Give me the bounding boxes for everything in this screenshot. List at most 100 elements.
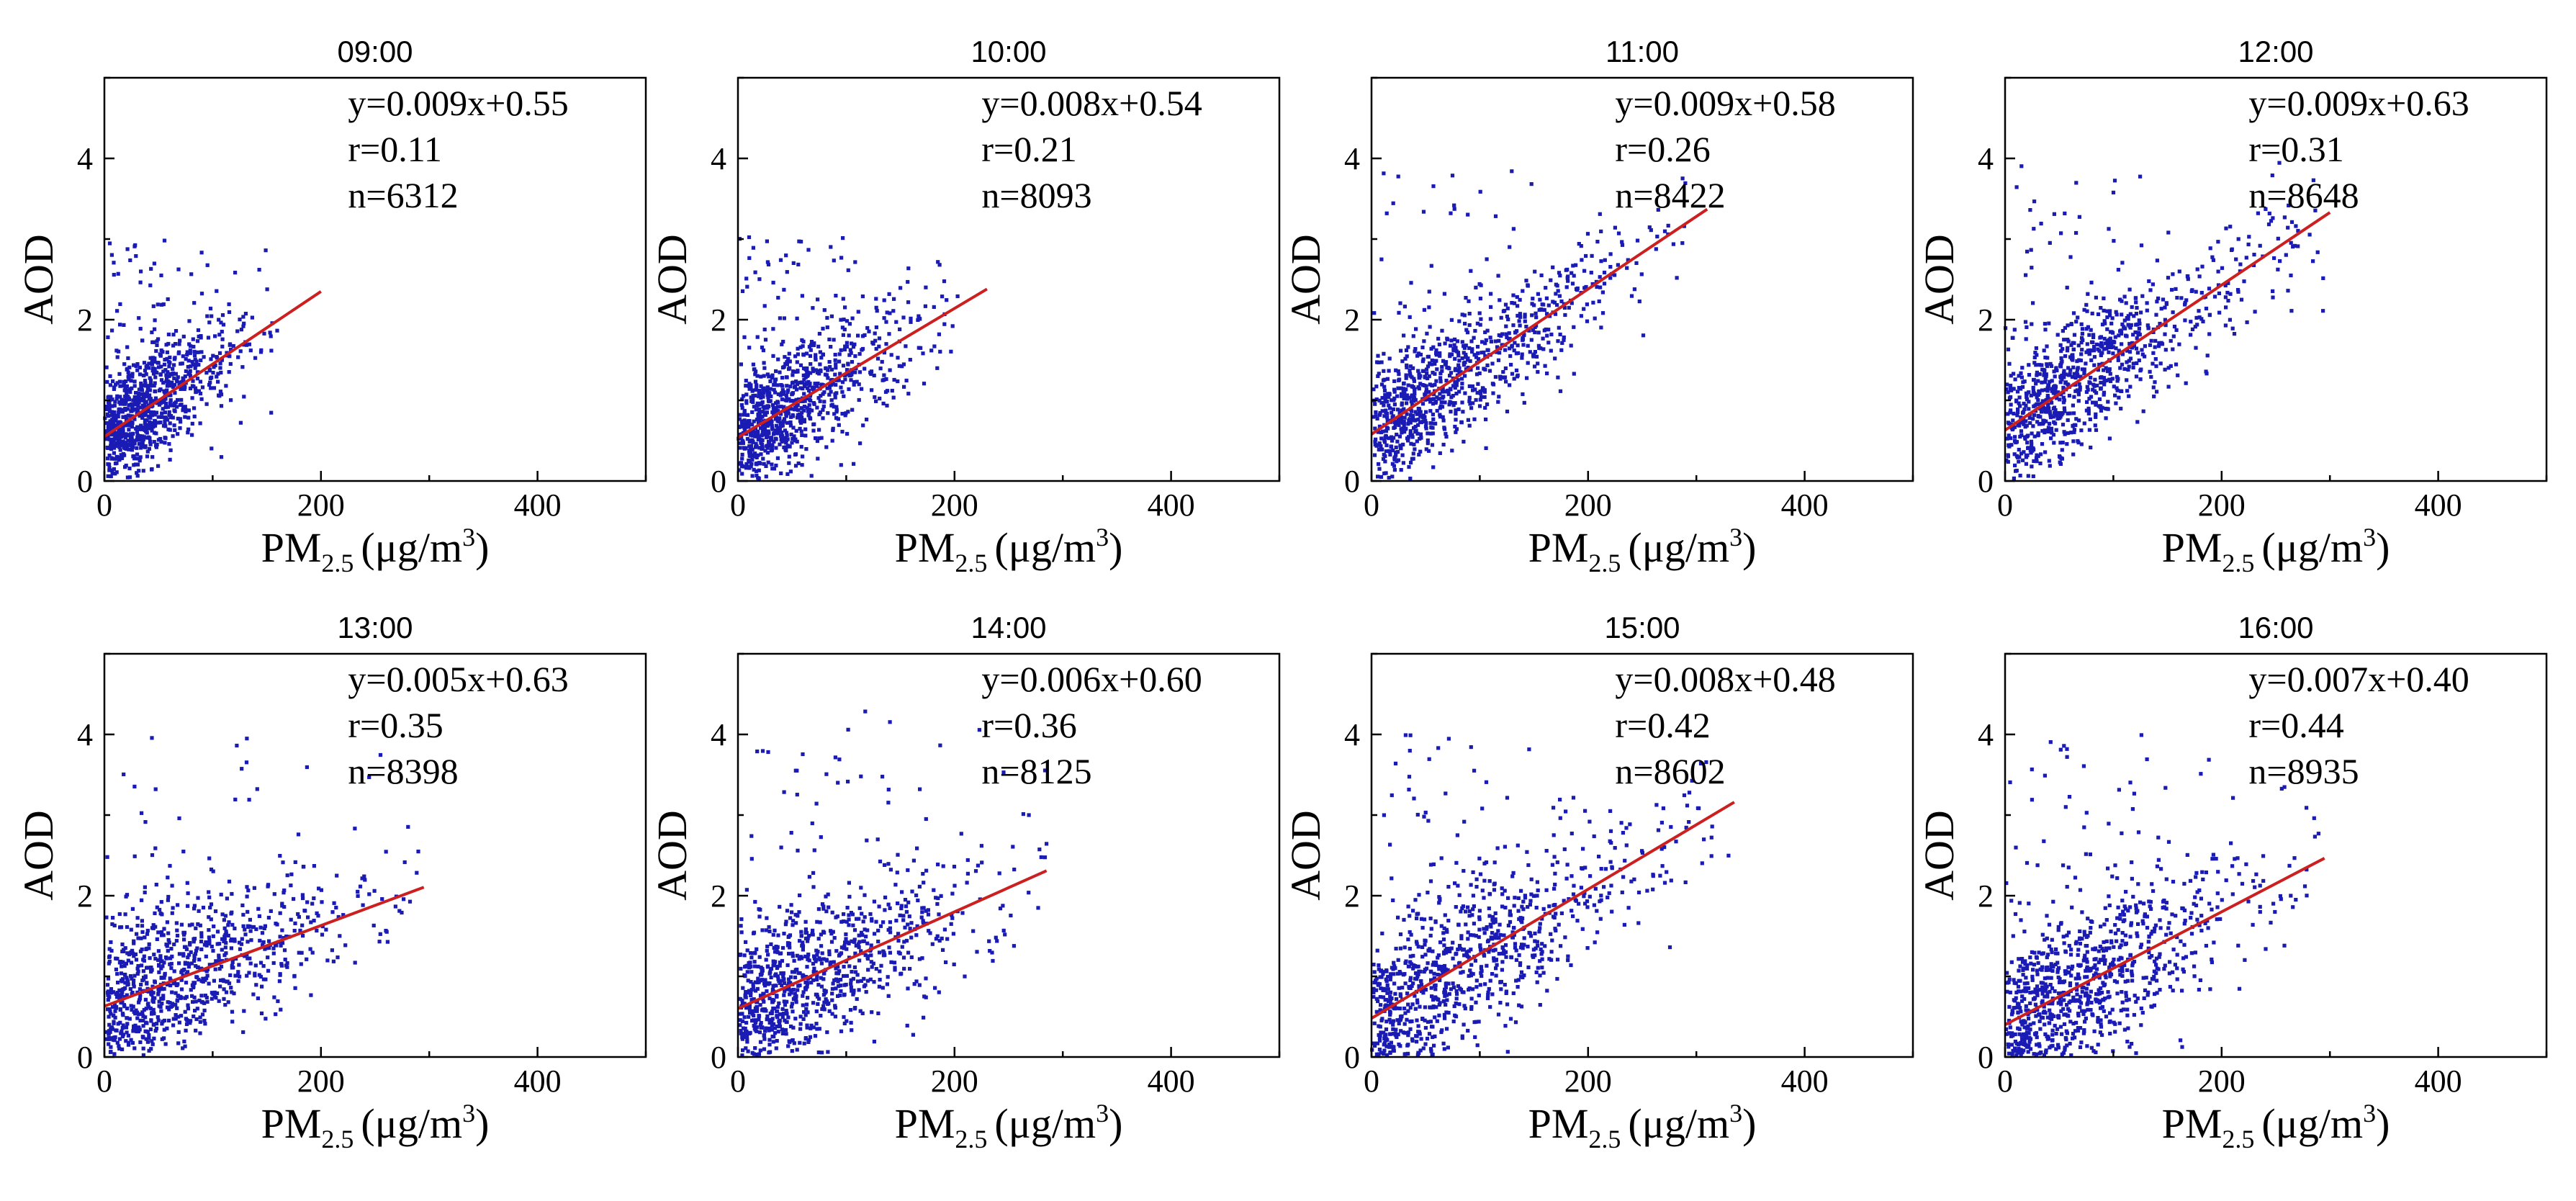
data-point — [1556, 339, 1560, 343]
data-point — [131, 981, 136, 986]
data-point — [2169, 364, 2173, 368]
data-point — [205, 314, 210, 318]
data-point — [739, 462, 743, 466]
data-point — [818, 399, 822, 403]
data-point — [210, 446, 214, 451]
data-point — [2171, 272, 2175, 276]
data-point — [1377, 360, 1381, 364]
data-point — [771, 412, 776, 416]
data-point — [1463, 374, 1467, 378]
data-point — [215, 374, 219, 379]
data-point — [1632, 287, 1636, 292]
data-point — [1430, 443, 1435, 447]
data-point — [2014, 398, 2019, 402]
data-point — [140, 1035, 145, 1039]
data-point — [2062, 430, 2066, 434]
data-point — [1521, 338, 1525, 342]
data-point — [126, 413, 130, 418]
data-point — [1639, 272, 1644, 276]
data-point — [789, 1024, 793, 1029]
data-point — [301, 865, 305, 869]
data-point — [2090, 311, 2094, 315]
data-point — [829, 398, 834, 402]
data-point — [906, 900, 911, 904]
data-point — [760, 423, 765, 428]
data-point — [188, 348, 192, 353]
data-point — [155, 1022, 159, 1026]
data-point — [174, 991, 178, 995]
data-point — [785, 909, 790, 913]
data-point — [1444, 434, 1449, 439]
data-point — [2022, 401, 2026, 406]
data-point — [264, 946, 269, 950]
data-point — [184, 945, 188, 949]
data-point — [248, 917, 252, 922]
data-point — [757, 410, 762, 415]
data-point — [1566, 279, 1570, 283]
data-point — [164, 956, 168, 961]
x-axis-label-unit: (μg/m — [361, 524, 462, 571]
data-point — [1405, 365, 1409, 369]
data-point — [2207, 313, 2212, 318]
data-point — [1377, 424, 1382, 428]
data-point — [1556, 289, 1560, 293]
data-point — [184, 357, 188, 361]
data-point — [1545, 333, 1549, 338]
data-point — [135, 368, 140, 372]
data-point — [2097, 404, 2101, 408]
data-point — [793, 438, 798, 442]
data-point — [231, 343, 235, 348]
data-point — [207, 935, 211, 940]
data-point — [1392, 402, 1397, 407]
data-point — [807, 934, 811, 938]
data-point — [107, 425, 111, 429]
data-point — [749, 386, 753, 391]
data-point — [155, 442, 159, 446]
data-point — [870, 965, 874, 969]
data-point — [738, 446, 742, 450]
data-point — [2115, 374, 2120, 379]
data-point — [1382, 388, 1387, 392]
data-point — [773, 401, 778, 405]
data-point — [772, 467, 777, 471]
data-point — [2217, 310, 2222, 315]
data-point — [942, 322, 947, 326]
data-point — [1382, 384, 1387, 389]
data-point — [2212, 294, 2217, 299]
data-point — [2066, 418, 2070, 423]
data-point — [117, 436, 122, 441]
data-point — [1451, 384, 1456, 388]
data-point — [2060, 374, 2064, 379]
data-point — [952, 962, 956, 966]
data-point — [801, 1003, 805, 1007]
data-point — [1449, 410, 1453, 414]
data-point — [165, 1026, 169, 1030]
data-point — [138, 326, 143, 331]
data-point — [759, 426, 763, 431]
data-point — [778, 951, 782, 955]
data-point — [148, 381, 153, 386]
data-point — [1435, 395, 1439, 400]
data-point — [211, 371, 215, 375]
data-point — [228, 973, 233, 977]
data-point — [849, 351, 853, 355]
data-point — [750, 447, 755, 451]
data-point — [1513, 330, 1518, 335]
data-point — [107, 955, 112, 959]
x-tick-label: 400 — [2415, 487, 2462, 523]
data-point — [2246, 242, 2251, 247]
data-point — [773, 973, 778, 978]
data-point — [215, 355, 219, 359]
data-point — [198, 421, 202, 426]
data-point — [1505, 314, 1509, 319]
data-point — [2235, 288, 2241, 292]
data-point — [269, 334, 273, 338]
data-point — [298, 928, 302, 932]
data-point — [189, 1019, 193, 1023]
data-point — [1595, 240, 1600, 244]
data-point — [2131, 365, 2135, 370]
data-point — [2228, 292, 2233, 296]
data-point — [825, 315, 829, 320]
data-point — [1539, 346, 1543, 351]
data-point — [2151, 351, 2156, 355]
